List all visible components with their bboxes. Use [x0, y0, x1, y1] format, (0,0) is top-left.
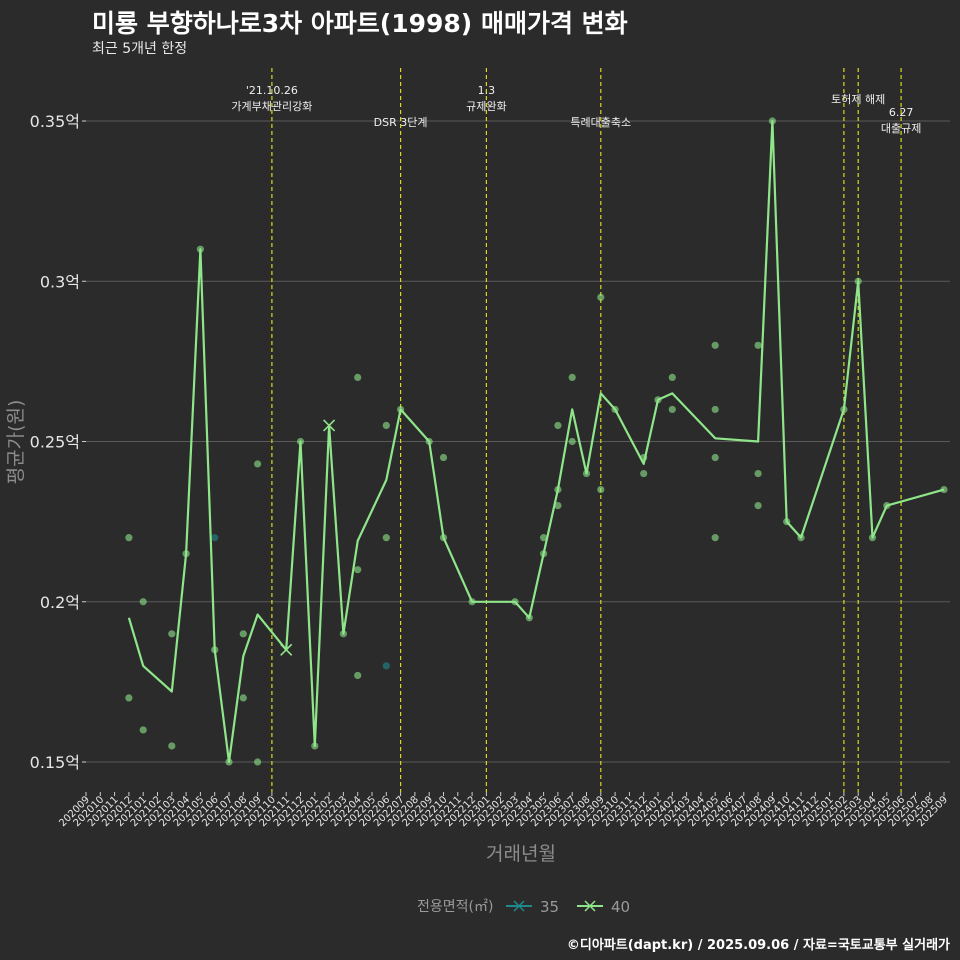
event-label: 특례대출축소	[570, 116, 631, 129]
data-point-40	[754, 469, 762, 478]
x-axis-title: 거래년월	[486, 843, 556, 865]
cross-markers	[280, 419, 336, 656]
cross-marker	[323, 419, 336, 432]
legend-key-cross	[584, 900, 596, 912]
legend-title: 전용면적(㎡)	[417, 899, 493, 915]
data-point-40	[125, 534, 133, 542]
source-caption: ©디아파트(dapt.kr) / 2025.09.06 / 자료=국토교통부 실…	[566, 938, 950, 953]
data-point-40	[439, 453, 448, 462]
y-tick-labels: 0.15억 0.2억 0.25억 0.3억 0.35억	[30, 112, 86, 772]
data-point-40	[354, 671, 362, 680]
y-tick-label: 0.25억	[30, 433, 80, 452]
data-point-40	[711, 341, 719, 349]
y-tick-label: 0.35억	[30, 112, 80, 131]
y-tick-label: 0.15억	[30, 753, 80, 772]
event-label: '21.10.26	[246, 84, 298, 97]
chart-subtitle: 최근 5개년 한정	[92, 41, 188, 57]
data-point-40	[139, 598, 147, 606]
data-point-40	[711, 534, 719, 542]
data-point-40	[540, 534, 548, 542]
data-point-40	[139, 726, 147, 734]
event-label: 토허제 해제	[831, 92, 885, 106]
data-point-40	[554, 421, 562, 430]
grid-lines	[86, 120, 950, 763]
chart-title: 미룡 부향하나로3차 아파트(1998) 매매가격 변화	[92, 9, 628, 38]
legend: 전용면적(㎡) 35 40	[417, 898, 630, 916]
legend-item-35: 35	[506, 898, 559, 916]
data-point-40	[239, 694, 247, 702]
legend-label: 35	[540, 898, 559, 916]
data-point-40	[254, 758, 262, 766]
data-point-40	[382, 421, 390, 430]
legend-key-cross	[513, 900, 525, 912]
event-label: DSR 3단계	[374, 116, 428, 129]
y-axis-title: 평균가(원)	[5, 400, 27, 485]
data-point-40	[640, 469, 648, 478]
data-point-40	[354, 566, 362, 574]
data-point-40	[125, 694, 133, 702]
data-point-40	[711, 453, 719, 462]
data-point-40	[940, 485, 948, 494]
event-label: 규제완화	[466, 100, 506, 113]
legend-label: 40	[611, 898, 630, 916]
data-point-40	[168, 742, 176, 750]
series-line-40	[127, 119, 945, 764]
event-label: 1.3	[478, 84, 496, 97]
data-point-40	[354, 373, 362, 381]
data-point-40	[239, 630, 247, 638]
data-point-40	[568, 373, 576, 381]
y-tick-label: 0.3억	[40, 272, 80, 291]
data-point-40	[568, 437, 576, 446]
data-point-40	[168, 630, 176, 638]
cross-marker	[280, 643, 293, 656]
data-point-40	[597, 293, 605, 301]
data-point-40	[382, 534, 390, 542]
data-point-35	[211, 534, 219, 542]
data-point-40	[754, 502, 762, 510]
x-tick-labels: 2020092020102020112020122021012021022021…	[57, 792, 950, 829]
data-point-40	[254, 460, 262, 468]
event-label: 가계부채관리강화	[231, 100, 312, 113]
y-tick-label: 0.2억	[40, 593, 80, 612]
data-point-40	[554, 502, 562, 510]
series-lines	[127, 119, 945, 764]
data-point-40	[711, 405, 719, 414]
data-point-40	[597, 485, 605, 494]
data-point-40	[754, 341, 762, 349]
data-point-40	[668, 373, 676, 381]
event-label: 6.27	[889, 106, 914, 119]
event-lines	[271, 68, 902, 792]
data-point-40	[668, 405, 676, 414]
data-point-35	[382, 662, 390, 670]
legend-item-40: 40	[577, 898, 630, 916]
event-label: 대출규제	[881, 122, 921, 135]
